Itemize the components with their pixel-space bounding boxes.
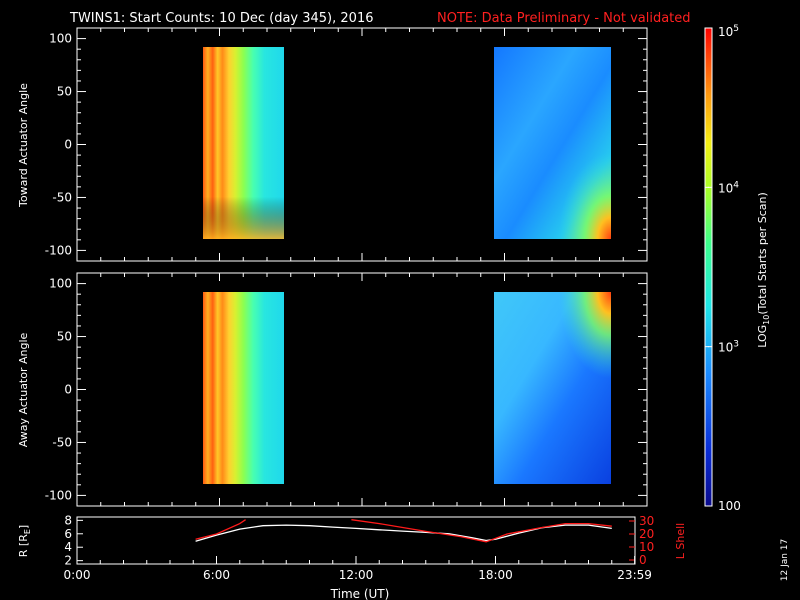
away-block-early [203, 292, 284, 484]
toward-ytick-label: 100 [49, 32, 72, 46]
preliminary-note: NOTE: Data Preliminary - Not validated [437, 11, 691, 26]
time-xtick-label: 18:00 [478, 568, 513, 582]
away-ytick-label: 0 [64, 383, 72, 397]
toward-ylabel: Toward Actuator Angle [17, 83, 30, 208]
colorbar-tick-label: 104 [718, 180, 739, 195]
colorbar-tick-base: 10 [718, 341, 733, 355]
colorbar-tick-base: 10 [718, 25, 733, 39]
radius-ylabel-main: R [R [17, 534, 30, 557]
panel-toward-heatmap [203, 47, 611, 239]
lshell-ytick-label: 20 [639, 527, 654, 541]
toward-ytick-label: 50 [57, 85, 72, 99]
away-ylabel: Away Actuator Angle [17, 332, 30, 447]
colorbar-tick-label: 100 [718, 499, 741, 513]
colorbar-label: LOG10(Total Starts per Scan) [756, 192, 771, 348]
panel-away-heatmap [203, 292, 611, 484]
toward-ytick-label: -50 [52, 190, 72, 204]
radius-ylabel-sub: E [23, 529, 32, 534]
colorbar-label-main: LOG [756, 325, 769, 348]
colorbar-tick-base: 10 [718, 181, 733, 195]
away-ytick-label: 50 [57, 330, 72, 344]
lshell-ytick-label: 10 [639, 540, 654, 554]
lshell-ytick-label: 0 [639, 553, 647, 567]
time-xtick-label: 12:00 [339, 568, 374, 582]
lshell-ytick-label: 30 [639, 514, 654, 528]
radius-ytick-label: 6 [64, 527, 72, 541]
time-xtick-label: 0:00 [64, 568, 91, 582]
colorbar-tick-base: 100 [718, 499, 741, 513]
toward-ytick-label: -100 [45, 243, 72, 257]
away-ytick-label: 100 [49, 277, 72, 291]
toward-block-late-corner [494, 47, 611, 239]
colorbar-tick-label: 105 [718, 24, 739, 39]
orbit-lines [195, 519, 612, 543]
colorbar-label-sub: 10 [762, 315, 771, 325]
colorbar-tick-exp: 5 [733, 24, 739, 34]
colorbar-tick-label: 103 [718, 340, 739, 355]
radius-ytick-label: 4 [64, 540, 72, 554]
lshell-line-1 [195, 519, 246, 540]
toward-block-early-bottom [203, 47, 284, 239]
toward-ytick-label: 0 [64, 138, 72, 152]
colorbar-tick-exp: 4 [733, 180, 739, 190]
colorbar-tick-exp: 3 [733, 340, 739, 350]
radius-ylabel: R [RE] [17, 525, 32, 557]
away-block-late-corner [494, 292, 611, 484]
radius-ytick-label: 2 [64, 554, 72, 568]
axis-tick-labels: 100500-50-100100500-50-100246801020300:0… [45, 32, 655, 582]
radius-ytick-label: 8 [64, 513, 72, 527]
radius-ylabel-end: ] [17, 525, 30, 529]
colorbar [704, 27, 713, 507]
axis-ticks [76, 28, 648, 564]
away-ytick-label: -50 [52, 435, 72, 449]
time-xtick-label: 23:59 [617, 568, 652, 582]
colorbar-label-rest: (Total Starts per Scan) [756, 192, 769, 314]
time-xtick-label: 6:00 [203, 568, 230, 582]
time-xlabel: Time (UT) [330, 587, 390, 600]
lshell-ylabel: L Shell [674, 523, 687, 559]
date-stamp: 12 Jan 17 [780, 539, 790, 582]
chart-title: TWINS1: Start Counts: 10 Dec (day 345), … [69, 11, 373, 26]
away-ytick-label: -100 [45, 488, 72, 502]
lshell-line-2 [351, 519, 612, 543]
